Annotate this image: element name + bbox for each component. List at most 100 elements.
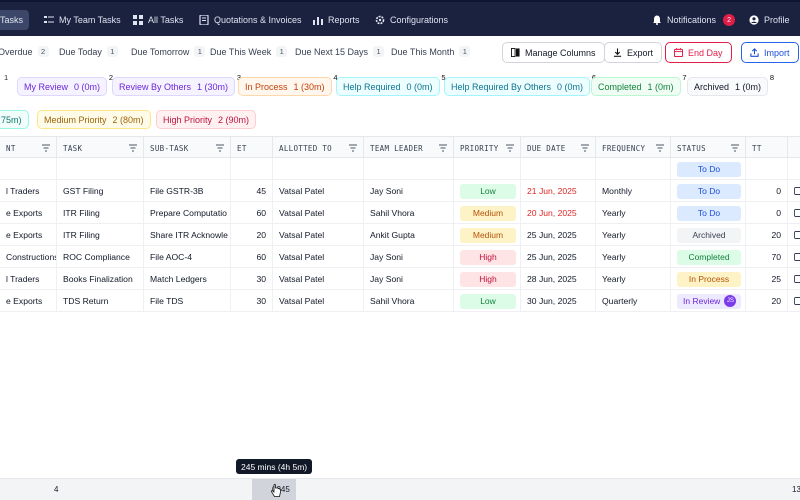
column-header-label: DUE DATE (527, 143, 566, 153)
bell-icon (653, 15, 661, 25)
status-badge[interactable]: To Do (677, 183, 741, 199)
table-row-empty[interactable]: To Do (0, 158, 800, 180)
cell-text: 25 (771, 274, 781, 284)
chip-medium-priority[interactable]: Medium Priority 2 (80m) (37, 110, 151, 129)
invoice-icon (199, 15, 209, 25)
column-header-allotted-to[interactable]: ALLOTTED TO (273, 137, 364, 159)
nav-tab-tasks[interactable]: Tasks (0, 10, 30, 30)
chip-help-required[interactable]: Help Required 0 (0m) 5 (336, 73, 446, 96)
table-row[interactable]: e Exports ITR Filing Prepare Computatio 60 V… (0, 202, 800, 224)
chip-completed[interactable]: Completed 1 (0m) 7 (591, 73, 687, 96)
export-label: Export (627, 47, 654, 58)
table-row[interactable]: l Traders GST Filing File GSTR-3B 45 Vatsal … (0, 180, 800, 202)
filter-due-this-week[interactable]: Due This Week 1 (210, 46, 288, 57)
chip-label: Completed (598, 81, 642, 92)
table-cell-tt: 20 (746, 290, 788, 312)
edit-icon[interactable] (794, 231, 800, 239)
notifications-button[interactable]: Notifications 2 (652, 10, 736, 30)
profile-button[interactable]: Profile (749, 10, 790, 30)
status-badge[interactable]: To Do (677, 205, 741, 221)
chip-my-review[interactable]: My Review 0 (0m) 2 (17, 73, 113, 96)
table-cell-allotted: Vatsal Patel (273, 246, 364, 268)
column-header-label: FREQUENCY (602, 143, 646, 153)
filter-icon[interactable] (656, 144, 664, 152)
table-cell-priority: High (454, 246, 521, 268)
table-cell-et: 30 (231, 268, 273, 290)
chip-low-priority[interactable]: 75m) (0, 110, 29, 129)
chip-archived[interactable]: Archived 1 (0m) 8 (687, 73, 774, 96)
nav-tab-my-team-tasks[interactable]: My Team Tasks (44, 10, 121, 30)
table-row[interactable]: e Exports ITR Filing Share ITR Acknowle 20 V… (0, 224, 800, 246)
nav-tab-configurations[interactable]: Configurations (375, 10, 448, 30)
edit-icon[interactable] (794, 297, 800, 305)
chip-value: 0 (0m) (557, 81, 584, 92)
column-header-tt[interactable]: TT (746, 137, 788, 159)
filter-icon[interactable] (349, 144, 357, 152)
column-header-priority[interactable]: PRIORITY (454, 137, 521, 159)
status-label: Archived (692, 230, 726, 240)
column-header-task[interactable]: TASK (57, 137, 144, 159)
chip-label: In Process (245, 81, 288, 92)
table-row[interactable]: e Exports TDS Return File TDS 30 Vatsal Pate… (0, 290, 800, 312)
status-badge[interactable]: In Review JS (677, 293, 741, 309)
chip-value: 0 (0m) (74, 81, 101, 92)
column-header-status[interactable]: STATUS (671, 137, 746, 159)
table-cell-et: 60 (231, 246, 273, 268)
column-header-label: TT (752, 143, 762, 153)
chip-help-required-by-others[interactable]: Help Required By Others 0 (0m) 6 (444, 73, 596, 96)
column-header-sub-task[interactable]: SUB-TASK (144, 137, 231, 159)
filter-icon[interactable] (581, 144, 589, 152)
filter-icon[interactable] (42, 144, 50, 152)
footer-count: 4 (54, 485, 59, 494)
filter-due-tomorrow[interactable]: Due Tomorrow 1 (131, 46, 206, 57)
edit-icon[interactable] (794, 253, 800, 261)
nav-tab-label: Tasks (0, 15, 24, 25)
table-cell (521, 158, 596, 180)
end-day-button[interactable]: End Day (665, 42, 732, 63)
filter-icon[interactable] (216, 144, 224, 152)
column-header-due-date[interactable]: DUE DATE (521, 137, 596, 159)
chip-high-priority[interactable]: High Priority 2 (90m) (156, 110, 257, 129)
status-badge[interactable]: In Process (677, 271, 741, 287)
status-badge[interactable]: Completed (677, 249, 741, 265)
table-cell-leader: Jay Soni (364, 180, 454, 202)
export-button[interactable]: Export (604, 42, 663, 63)
table-cell: To Do (671, 158, 746, 180)
filter-icon[interactable] (731, 144, 739, 152)
upload-icon (750, 48, 759, 57)
filter-icon[interactable] (129, 144, 137, 152)
status-badge[interactable]: Archived (677, 227, 741, 243)
table-row[interactable]: l Traders Books Finalization Match Ledgers… (0, 268, 800, 290)
status-label: In Review (683, 296, 721, 306)
table-cell (746, 158, 788, 180)
filter-count: 2 (37, 46, 49, 57)
edit-icon[interactable] (794, 275, 800, 283)
nav-tab-all-tasks[interactable]: All Tasks (133, 10, 183, 30)
cell-text: e Exports (6, 296, 43, 306)
cell-text: ROC Compliance (63, 252, 130, 262)
chip-value: 2 (90m) (218, 114, 250, 125)
edit-icon[interactable] (794, 209, 800, 217)
nav-tab-reports[interactable]: Reports (313, 10, 360, 30)
filter-icon[interactable] (506, 144, 514, 152)
chip-review-by-others[interactable]: Review By Others 1 (30m) 3 (112, 73, 241, 96)
import-button[interactable]: Import (741, 42, 799, 63)
table-row[interactable]: Constructions ROC Compliance File AOC-4 60 V… (0, 246, 800, 268)
edit-icon[interactable] (794, 187, 800, 195)
table-cell-leader: Jay Soni (364, 246, 454, 268)
column-header-et[interactable]: ET (231, 137, 273, 159)
filter-icon[interactable] (439, 144, 447, 152)
filter-overdue[interactable]: Overdue 2 (0, 46, 49, 57)
nav-tab-quotations-invoices[interactable]: Quotations & Invoices (199, 10, 302, 30)
priority-badge: Medium (460, 205, 516, 221)
chip-label: Medium Priority (44, 114, 107, 125)
filter-due-today[interactable]: Due Today 1 (59, 46, 118, 57)
column-header-team-leader[interactable]: TEAM LEADER (364, 137, 454, 159)
chip-in-process[interactable]: In Process 1 (30m) 4 (238, 73, 338, 96)
filter-due-next-15-days[interactable]: Due Next 15 Days 1 (295, 46, 385, 57)
column-header-frequency[interactable]: FREQUENCY (596, 137, 671, 159)
status-badge[interactable]: To Do (677, 161, 741, 177)
manage-columns-button[interactable]: Manage Columns (502, 42, 605, 63)
filter-due-this-month[interactable]: Due This Month 1 (391, 46, 471, 57)
column-header-nt[interactable]: NT (0, 137, 57, 159)
